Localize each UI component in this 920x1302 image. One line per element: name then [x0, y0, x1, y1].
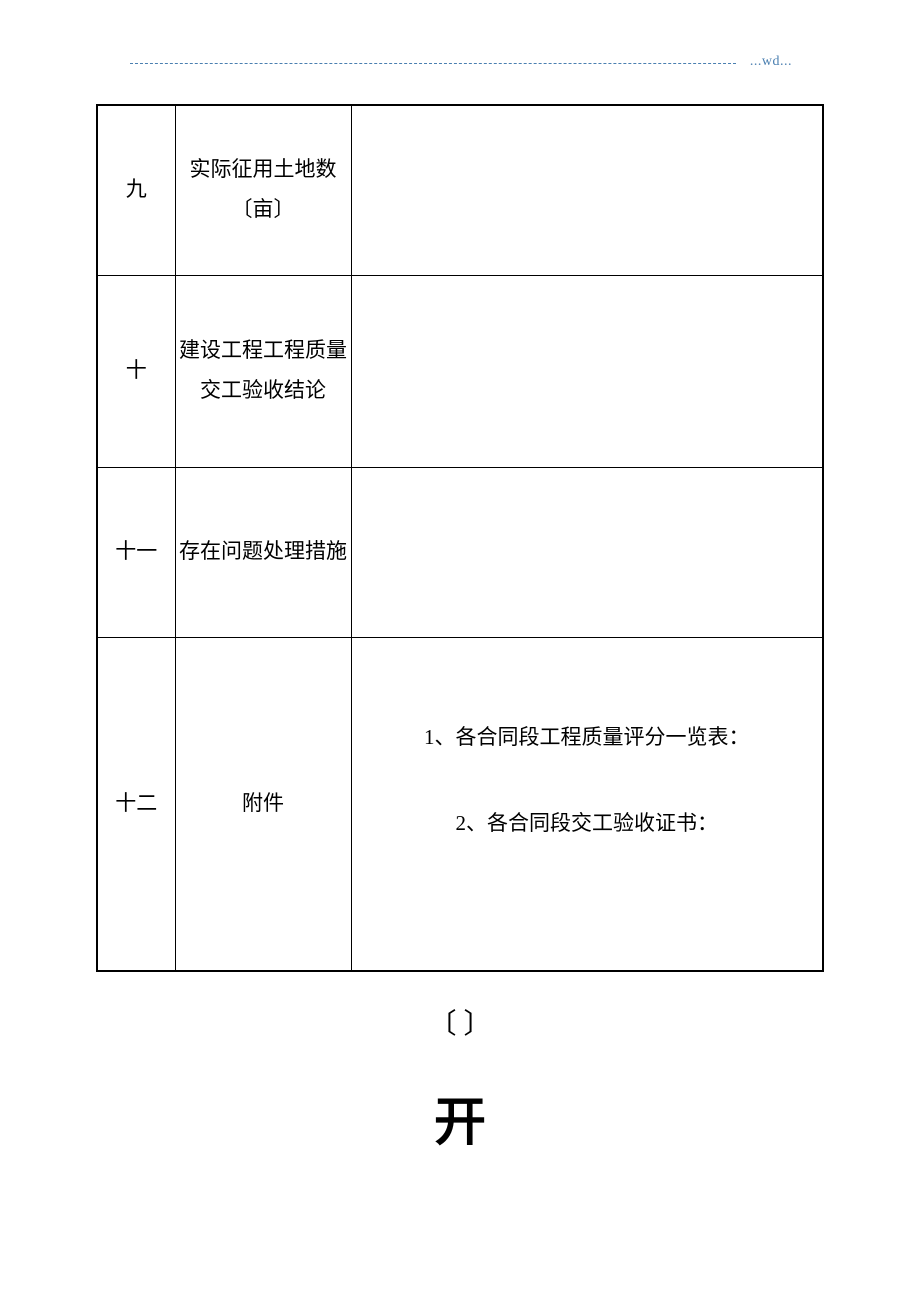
row-number: 十一 [97, 467, 175, 637]
row-content-attachments: 1、各合同段工程质量评分一览表： 2、各合同段交工验收证书： [351, 637, 823, 971]
bracket-marker: 〔 〕 [0, 1002, 920, 1042]
table-row: 十二 附件 1、各合同段工程质量评分一览表： 2、各合同段交工验收证书： [97, 637, 823, 971]
header-text: ...wd... [747, 54, 792, 69]
row-title: 存在问题处理措施 [175, 467, 351, 637]
row-title: 附件 [175, 637, 351, 971]
row-number: 九 [97, 105, 175, 275]
attachment-item: 1、各合同段工程质量评分一览表： [352, 718, 823, 758]
row-title: 建设工程工程质量交工验收结论 [175, 275, 351, 467]
table-row: 九 实际征用土地数〔亩〕 [97, 105, 823, 275]
row-number: 十 [97, 275, 175, 467]
header-watermark: ...wd... [130, 54, 792, 70]
row-title: 实际征用土地数〔亩〕 [175, 105, 351, 275]
heading-char: 开 [0, 1080, 920, 1155]
row-number: 十二 [97, 637, 175, 971]
row-content [351, 275, 823, 467]
row-content [351, 105, 823, 275]
table-row: 十 建设工程工程质量交工验收结论 [97, 275, 823, 467]
form-table: 九 实际征用土地数〔亩〕 十 建设工程工程质量交工验收结论 十一 存在问题处理措… [96, 104, 824, 972]
row-content [351, 467, 823, 637]
table-row: 十一 存在问题处理措施 [97, 467, 823, 637]
attachment-item: 2、各合同段交工验收证书： [352, 804, 823, 844]
